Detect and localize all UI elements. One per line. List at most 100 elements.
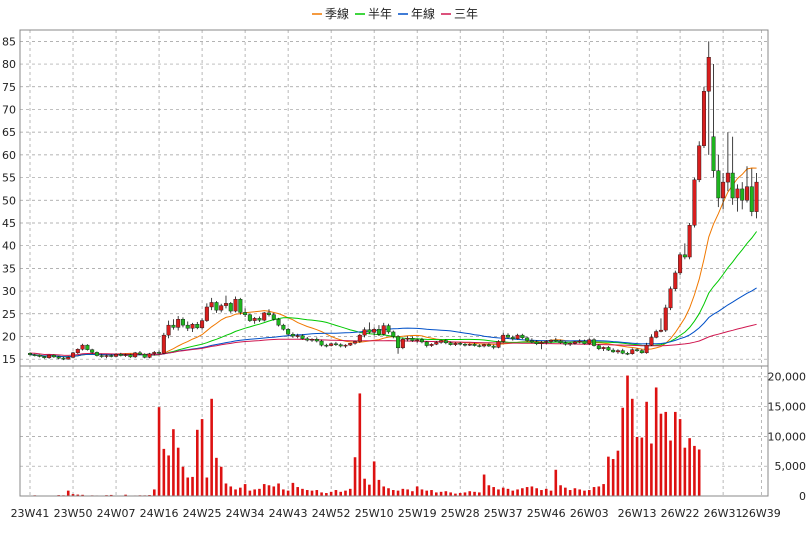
volume-bar [191, 476, 194, 496]
candle-body [329, 343, 334, 346]
volume-bar [454, 493, 457, 496]
volume-bar [611, 459, 615, 496]
candle-body [300, 335, 305, 339]
volume-bar [592, 487, 596, 496]
volume-bar [181, 466, 185, 496]
volume-bar [654, 387, 658, 496]
volume-bar [564, 487, 567, 496]
volume-bar [530, 486, 534, 496]
candle-body [219, 305, 224, 311]
volume-bar [616, 450, 620, 496]
x-tick-label: 26W03 [570, 507, 609, 520]
candle-body [439, 340, 444, 343]
volume-bar [693, 445, 696, 496]
candle-body [28, 353, 33, 355]
candle-body [486, 344, 491, 347]
volume-bar [501, 487, 505, 496]
candle-body [223, 303, 228, 306]
candle-body [271, 314, 276, 320]
volume-panel-border [19, 365, 769, 497]
volume-bar [253, 489, 256, 496]
volume-bar [607, 456, 610, 496]
x-tick-label: 25W28 [441, 507, 480, 520]
candle-body [592, 339, 597, 346]
x-tick-label: 25W46 [527, 507, 566, 520]
candle-body [114, 353, 119, 357]
candle-body [549, 339, 554, 342]
volume-bar [549, 490, 553, 496]
candle-body [477, 345, 482, 347]
candle-body [400, 339, 405, 349]
volume-bar [602, 484, 605, 496]
candle-body [701, 91, 706, 146]
candle-body [142, 353, 147, 358]
candle-body [161, 334, 166, 354]
x-tick-label: 23W50 [54, 507, 93, 520]
volume-bar [674, 411, 677, 496]
volume-bar [239, 487, 242, 496]
candle-body [482, 344, 487, 347]
volume-bar [219, 466, 223, 496]
volume-bar [71, 494, 75, 496]
candle-body [563, 342, 568, 345]
volume-bars [28, 375, 701, 497]
candle-body [496, 341, 501, 348]
candle-body [525, 337, 530, 341]
candle-body [506, 334, 511, 338]
candle-body [553, 339, 558, 342]
volume-bar [277, 483, 280, 496]
candle-body [75, 349, 80, 354]
x-tick-label: 24W52 [312, 507, 351, 520]
candle-body [721, 181, 726, 199]
candle-body [243, 312, 248, 315]
volume-bar [415, 486, 419, 496]
candle-body [443, 340, 448, 344]
volume-bar [167, 455, 170, 496]
volume-bar [372, 461, 376, 496]
volume-bar [540, 490, 543, 496]
candle-body [214, 302, 219, 311]
candle-body [462, 344, 467, 346]
candle-body [754, 181, 759, 212]
candle-body [558, 340, 563, 344]
volume-bar [124, 494, 127, 496]
candle-body [745, 186, 750, 201]
volume-bar [583, 490, 586, 496]
volume-tick-label: 15,000 [768, 401, 807, 414]
volume-bar [669, 440, 672, 496]
candle-body [682, 254, 687, 258]
candle-body [510, 337, 515, 339]
candle-body [424, 341, 429, 346]
candle-body [200, 320, 205, 329]
volume-bar [463, 492, 467, 496]
volume-bar [468, 491, 472, 496]
volume-bar [430, 490, 433, 496]
candle-body [391, 331, 396, 337]
price-tick-label: 35 [2, 262, 16, 275]
candle-body [434, 342, 439, 345]
volume-bar [152, 489, 156, 496]
candle-body [568, 343, 573, 345]
candle-body [654, 331, 659, 338]
candle-body [587, 339, 592, 344]
candle-body [56, 356, 61, 359]
x-tick-label: 24W43 [269, 507, 308, 520]
candle-body [42, 356, 47, 359]
candle-body [740, 188, 745, 201]
candle-body [324, 344, 329, 347]
candle-body [381, 325, 386, 335]
volume-bar [425, 490, 429, 496]
candle-body [99, 355, 104, 357]
volume-bar [186, 477, 190, 496]
candle-body [520, 334, 525, 339]
candle-body [276, 319, 281, 326]
candle-body [252, 318, 257, 321]
candle-body [90, 349, 95, 353]
candle-body [171, 324, 176, 328]
price-tick-label: 25 [2, 308, 16, 321]
candle-body [515, 334, 520, 339]
price-tick-label: 30 [2, 285, 16, 298]
volume-bar [554, 469, 558, 496]
volume-bar [396, 490, 400, 496]
legend-label-2: 年線 [411, 6, 435, 21]
